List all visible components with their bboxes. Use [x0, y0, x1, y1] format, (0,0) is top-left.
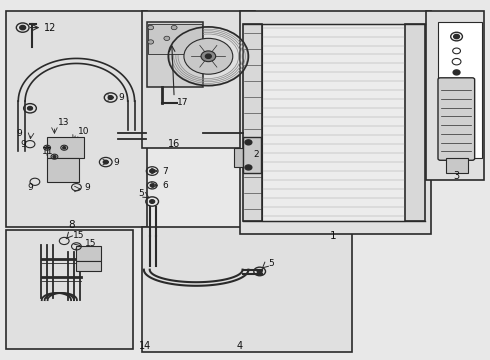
Circle shape [245, 140, 252, 145]
Bar [143, 226, 352, 352]
Bar [243, 137, 261, 173]
Bar [47, 137, 84, 158]
Circle shape [150, 169, 155, 173]
Text: 9: 9 [118, 93, 123, 102]
Text: 16: 16 [168, 139, 180, 149]
Circle shape [150, 184, 154, 187]
Circle shape [108, 96, 113, 99]
Bar [405, 24, 425, 221]
Circle shape [245, 165, 252, 170]
Circle shape [148, 40, 154, 44]
Circle shape [20, 26, 25, 30]
Circle shape [150, 200, 155, 203]
Text: 15: 15 [73, 231, 84, 240]
Text: 9: 9 [27, 183, 33, 192]
Text: 5: 5 [269, 259, 274, 268]
Text: 9: 9 [16, 129, 22, 138]
Bar [147, 22, 203, 87]
Text: 17: 17 [176, 98, 188, 107]
Text: 8: 8 [68, 220, 75, 230]
Text: 13: 13 [58, 118, 70, 127]
Circle shape [453, 70, 460, 75]
Bar [426, 12, 485, 180]
Circle shape [63, 147, 66, 149]
Text: 4: 4 [237, 341, 243, 351]
Circle shape [46, 147, 49, 149]
Circle shape [164, 36, 170, 41]
Bar [262, 24, 405, 221]
Circle shape [103, 160, 108, 164]
Circle shape [205, 54, 211, 58]
Circle shape [53, 156, 56, 158]
Text: 10: 10 [78, 127, 89, 136]
Bar [47, 158, 79, 182]
Text: 9: 9 [21, 140, 26, 149]
Bar [5, 230, 133, 348]
Bar [76, 261, 101, 271]
Bar [5, 12, 147, 226]
Text: 2: 2 [254, 150, 259, 159]
Text: 5: 5 [139, 189, 144, 198]
Bar [243, 24, 262, 221]
FancyBboxPatch shape [438, 78, 475, 160]
Text: 11: 11 [42, 147, 54, 156]
Text: 7: 7 [162, 167, 168, 176]
Circle shape [184, 39, 233, 74]
Circle shape [454, 35, 460, 39]
Bar [438, 22, 482, 158]
Circle shape [148, 26, 154, 30]
Bar [148, 24, 202, 54]
Bar [446, 158, 468, 173]
Circle shape [27, 107, 32, 110]
Text: 9: 9 [113, 158, 119, 167]
Bar [143, 12, 255, 148]
Bar [240, 12, 431, 234]
Bar [234, 148, 243, 167]
Text: 14: 14 [139, 341, 151, 351]
Text: 3: 3 [454, 171, 460, 181]
Text: 1: 1 [330, 231, 336, 240]
Circle shape [257, 270, 262, 273]
Text: 9: 9 [85, 183, 91, 192]
Bar [76, 246, 101, 261]
Circle shape [201, 51, 216, 62]
Text: 6: 6 [162, 181, 168, 190]
Circle shape [171, 26, 177, 30]
Text: 12: 12 [44, 23, 56, 33]
Text: 15: 15 [85, 239, 97, 248]
